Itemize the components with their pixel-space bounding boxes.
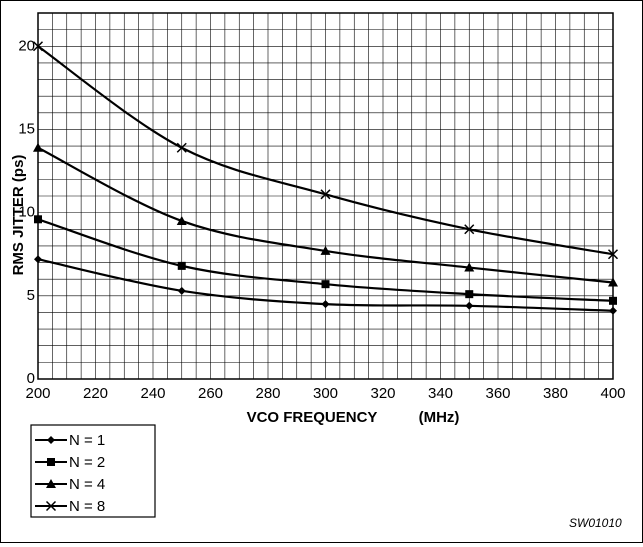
data-point — [464, 224, 475, 235]
y-axis-label: RMS JITTER (ps) — [10, 155, 27, 276]
data-point — [609, 296, 617, 305]
legend-label: N = 2 — [69, 454, 105, 471]
legend-marker — [45, 500, 57, 512]
x-tick-label: 280 — [255, 385, 280, 402]
data-point — [177, 261, 186, 270]
data-point — [608, 277, 618, 287]
legend-marker — [46, 479, 56, 488]
data-point — [320, 245, 331, 255]
x-marker-stroke — [176, 142, 187, 153]
data-point — [321, 280, 330, 289]
y-tick-label: 15 — [18, 120, 35, 137]
data-point — [34, 215, 42, 224]
y-tick-label: 20 — [18, 37, 35, 54]
data-point — [176, 142, 187, 153]
x-tick-label: 200 — [25, 385, 50, 402]
x-axis-label: VCO FREQUENCY — [247, 409, 378, 426]
legend-marker — [47, 436, 55, 444]
legend-label: N = 8 — [69, 498, 105, 515]
x-marker-stroke — [607, 249, 619, 260]
legend-label: N = 4 — [69, 476, 105, 493]
x-tick-labels: 200 220 240 260 280 300 320 340 360 380 400 — [25, 385, 625, 402]
x-tick-label: 240 — [140, 385, 165, 402]
series-layer — [32, 41, 619, 315]
data-point — [465, 301, 474, 310]
x-tick-label: 320 — [370, 385, 395, 402]
y-tick-label: 10 — [18, 204, 35, 221]
plot-border — [37, 12, 614, 380]
x-axis-unit: (MHz) — [419, 409, 460, 426]
data-point — [609, 306, 617, 315]
x-tick-label: 400 — [600, 385, 625, 402]
x-tick-label: 300 — [313, 385, 338, 402]
data-point — [32, 41, 44, 52]
legend-marker — [47, 458, 55, 466]
legend-label: N = 1 — [69, 432, 105, 449]
data-point — [33, 142, 43, 152]
y-tick-label: 0 — [27, 370, 35, 387]
data-point — [34, 255, 42, 264]
x-marker-stroke — [464, 224, 475, 235]
x-marker-stroke — [320, 189, 331, 200]
y-tick-labels: 0 5 10 15 20 — [18, 37, 35, 387]
data-point — [176, 215, 187, 225]
x-tick-label: 380 — [543, 385, 568, 402]
x-tick-label: 260 — [198, 385, 223, 402]
x-tick-label: 360 — [485, 385, 510, 402]
data-point — [320, 189, 331, 200]
data-point — [464, 262, 475, 272]
x-tick-label: 220 — [83, 385, 108, 402]
data-point — [177, 286, 186, 295]
x-marker-stroke — [45, 500, 57, 512]
legend: N = 1 N = 2 N = 4 N = 8 — [35, 432, 105, 515]
figure-code: SW01010 — [569, 516, 622, 530]
data-point — [465, 290, 474, 299]
data-point — [607, 249, 619, 260]
y-tick-label: 5 — [27, 287, 35, 304]
x-marker-stroke — [32, 41, 44, 52]
x-tick-label: 340 — [428, 385, 453, 402]
data-point — [321, 300, 330, 309]
